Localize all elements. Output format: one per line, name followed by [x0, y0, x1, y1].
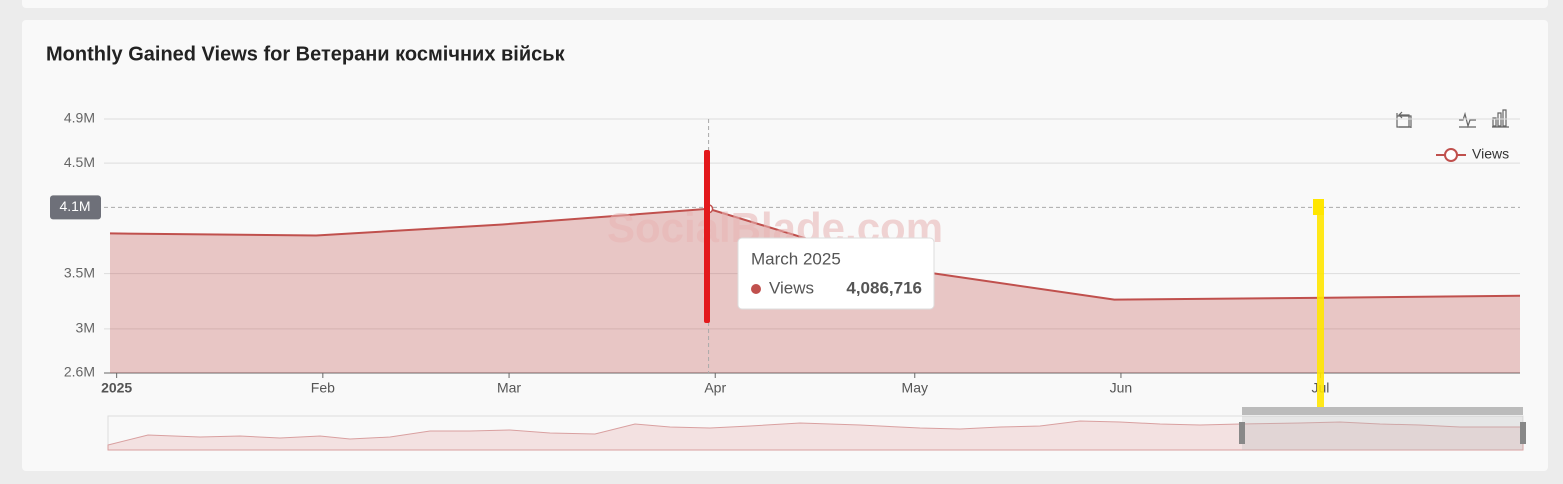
x-tick-label: Apr	[704, 380, 726, 396]
annotation-bar	[1313, 199, 1324, 215]
tooltip-box	[737, 237, 935, 310]
data-zoom-bar[interactable]	[1242, 407, 1523, 415]
data-zoom-window[interactable]	[1242, 416, 1523, 450]
pointer-label-box	[50, 195, 101, 220]
legend-marker	[1444, 148, 1458, 162]
toolbar[interactable]	[1396, 109, 1509, 129]
data-zoom-handle[interactable]	[1520, 422, 1526, 444]
annotation-bar	[704, 150, 710, 323]
x-tick-label: May	[902, 380, 928, 396]
x-tick-label: Mar	[497, 380, 521, 396]
y-tick-label: 3M	[76, 320, 95, 336]
y-tick-label: 4.9M	[64, 110, 95, 126]
restore-icon[interactable]	[1398, 111, 1410, 128]
data-zoom-preview	[107, 420, 1524, 451]
line-icon[interactable]	[1459, 111, 1476, 129]
x-tick-label: Feb	[311, 380, 335, 396]
legend-label: Views	[1472, 146, 1509, 162]
x-tick-label: 2025	[101, 380, 132, 396]
tooltip-title: March 2025	[751, 249, 841, 268]
pointer-label: 4.1M	[59, 198, 90, 214]
bar-icon[interactable]	[1492, 109, 1509, 128]
y-tick-label: 2.6M	[64, 364, 95, 380]
x-tick-label: Jun	[1110, 380, 1133, 396]
data-zoom-handle[interactable]	[1239, 422, 1245, 444]
previous-card	[22, 0, 1548, 8]
y-tick-label: 4.5M	[64, 154, 95, 170]
tooltip-dot	[751, 284, 761, 294]
tooltip: March 2025 Views 4,086,716	[737, 237, 935, 310]
tooltip-value: 4,086,716	[846, 278, 922, 297]
tooltip-series: Views	[769, 278, 814, 297]
chart-title: Monthly Gained Views for Ветерани косміч…	[46, 43, 566, 65]
y-tick-label: 3.5M	[64, 264, 95, 280]
annotation-bar	[1317, 199, 1324, 407]
